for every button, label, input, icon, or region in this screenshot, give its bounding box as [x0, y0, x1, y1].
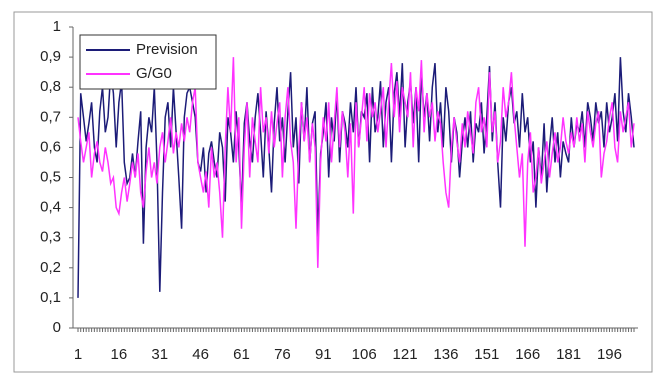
y-tick-label: 0,7	[40, 108, 61, 125]
x-tick-label: 1	[74, 346, 82, 363]
y-tick-label: 0	[53, 319, 61, 336]
y-tick-label: 0,1	[40, 289, 61, 306]
y-tick-label: 0,4	[40, 199, 61, 216]
y-tick-label: 0,2	[40, 259, 61, 276]
y-tick-label: 0,6	[40, 138, 61, 155]
x-tick-label: 46	[192, 346, 209, 363]
x-tick-label: 166	[515, 346, 540, 363]
x-tick-label: 61	[233, 346, 250, 363]
y-tick-label: 0,3	[40, 229, 61, 246]
legend-label: G/G0	[136, 65, 172, 82]
x-tick-label: 106	[352, 346, 377, 363]
x-tick-label: 181	[556, 346, 581, 363]
y-tick-label: 0,8	[40, 78, 61, 95]
x-tick-label: 196	[597, 346, 622, 363]
y-tick-label: 0,9	[40, 48, 61, 65]
x-tick-label: 31	[151, 346, 168, 363]
legend-label: Prevision	[136, 41, 198, 58]
x-tick-label: 136	[433, 346, 458, 363]
series-line	[77, 57, 635, 268]
x-tick-label: 76	[274, 346, 291, 363]
y-tick-label: 0,5	[40, 168, 61, 185]
x-tick-label: 121	[393, 346, 418, 363]
x-tick-label: 91	[315, 346, 332, 363]
legend-box	[79, 34, 217, 90]
y-tick-label: 1	[53, 18, 61, 35]
x-tick-label: 151	[474, 346, 499, 363]
x-tick-label: 16	[111, 346, 128, 363]
